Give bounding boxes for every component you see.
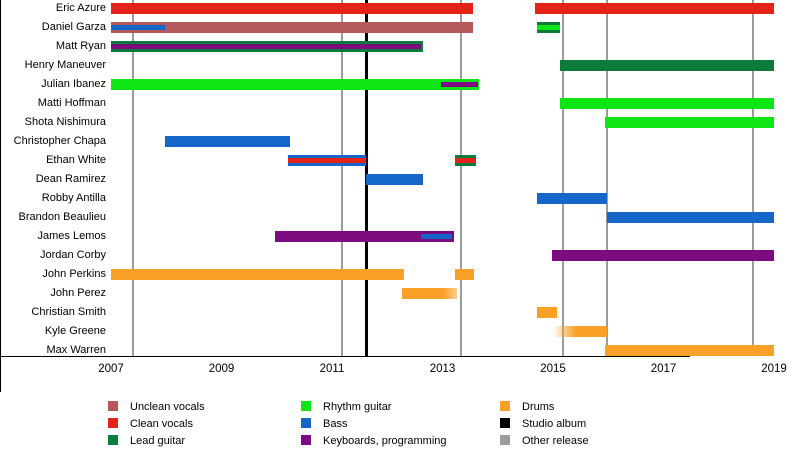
x-axis-layer: 2007 2009 2011 2013 2015 2017 2019 (0, 0, 787, 392)
role-stripe-bass (111, 25, 166, 30)
axis-tick-label: 2019 (761, 363, 787, 375)
member-name-label: Robby Antilla (41, 192, 106, 204)
role-stripe-rhythm_guitar (536, 25, 561, 30)
legend-label-bass: Bass (323, 418, 348, 430)
timeline-bar-bass (366, 174, 424, 185)
member-name-label: Christian Smith (31, 306, 106, 318)
legend-swatch-drums (500, 401, 510, 411)
axis-tick-mark (0, 362, 1, 367)
timeline-bar-keyboards (275, 231, 455, 242)
timeline-bar-lead_guitar (560, 60, 774, 71)
member-name-label: Julian Ibanez (41, 78, 106, 90)
axis-tick-mark (0, 387, 1, 392)
legend-swatch-unclean_vocals (108, 401, 118, 411)
legend-label-keyboards: Keyboards, programming (323, 435, 447, 447)
member-name-label: Shota Nishimura (24, 116, 106, 128)
axis-tick-mark (0, 377, 1, 382)
timeline-bar-bass (287, 155, 367, 166)
axis-tick-mark (0, 367, 1, 372)
legend-label-studio_album: Studio album (522, 418, 587, 430)
timeline-bar-drums (111, 269, 404, 280)
member-name-label: Eric Azure (55, 2, 106, 14)
member-name-label: John Perez (50, 287, 106, 299)
legend-label-other_release: Other release (522, 435, 589, 447)
member-name-label: Matt Ryan (55, 40, 106, 52)
legend-label-drums: Drums (522, 401, 555, 413)
legend-swatch-lead_guitar (108, 435, 118, 445)
legend-swatch-rhythm_guitar (301, 401, 311, 411)
axis-tick-mark (0, 372, 1, 377)
axis-tick-label: 2011 (319, 363, 345, 375)
release-line-other-release (340, 0, 343, 356)
timeline-bar-drums (402, 288, 457, 299)
timeline-bar-bass (165, 136, 290, 147)
member-name-label: Christopher Chapa (13, 135, 106, 147)
member-name-label: Daniel Garza (41, 21, 106, 33)
legend-label-rhythm_guitar: Rhythm guitar (323, 401, 392, 413)
x-axis-line (0, 356, 690, 357)
legend-swatch-clean_vocals (108, 418, 118, 428)
timeline-bar-drums (605, 345, 774, 356)
timeline-bar-lead_guitar (455, 155, 477, 166)
timeline-bar-drums (455, 269, 474, 280)
role-stripe-keyboards (440, 82, 478, 87)
axis-tick-label: 2017 (650, 363, 677, 375)
axis-tick-label: 2007 (98, 363, 124, 375)
member-name-label: Kyle Greene (44, 325, 106, 337)
member-name-label: Dean Ramirez (35, 173, 106, 185)
timeline-bar-rhythm_guitar (560, 98, 774, 109)
release-line-other-release (459, 0, 462, 356)
axis-tick-mark (0, 357, 1, 362)
release-line-other-release (561, 0, 564, 356)
timeline-bar-rhythm_guitar (111, 79, 479, 90)
member-name-label: Jordan Corby (39, 249, 106, 261)
timeline-bar-drums (553, 326, 608, 337)
release-line-other-release (752, 0, 754, 356)
timeline-bar-keyboards (551, 250, 774, 261)
release-line-other-release (606, 0, 609, 356)
member-name-label: Max Warren (46, 344, 107, 356)
legend-swatch-studio_album (500, 418, 510, 428)
member-name-label: Brandon Beaulieu (18, 211, 106, 223)
role-stripe-keyboards (111, 44, 421, 49)
role-stripe-bass (420, 234, 452, 239)
axis-tick-label: 2015 (540, 363, 566, 375)
member-name-label: James Lemos (37, 230, 106, 242)
y-axis-line (0, 0, 1, 356)
member-name-label: John Perkins (42, 268, 106, 280)
legend-label-lead_guitar: Lead guitar (130, 435, 186, 447)
member-name-label: Henry Maneuver (24, 59, 106, 71)
legend-label-clean_vocals: Clean vocals (130, 418, 193, 430)
legend-swatch-keyboards (301, 435, 311, 445)
release-line-other-release (132, 0, 135, 356)
timeline-bar-bass (607, 212, 774, 223)
timeline-bar-clean_vocals (534, 3, 774, 14)
legend-swatch-other_release (500, 435, 510, 445)
timeline-bar-bass (536, 193, 608, 204)
member-name-label: Ethan White (46, 154, 106, 166)
timeline-bar-unclean_vocals (111, 22, 473, 33)
axis-tick-label: 2009 (208, 363, 235, 375)
axis-tick-label: 2013 (429, 363, 456, 375)
axis-tick-mark (0, 382, 1, 387)
timeline-bar-lead_guitar (536, 22, 561, 33)
timeline-bar-clean_vocals (111, 3, 473, 14)
member-name-label: Matti Hoffman (37, 97, 106, 109)
timeline-bar-drums (536, 307, 557, 318)
legend-swatch-bass (301, 418, 311, 428)
timeline-bar-rhythm_guitar (605, 117, 774, 128)
role-stripe-clean_vocals (287, 158, 367, 163)
role-stripe-clean_vocals (455, 158, 477, 163)
legend-label-unclean_vocals: Unclean vocals (130, 401, 205, 413)
timeline-bar-lead_guitar (111, 41, 424, 52)
